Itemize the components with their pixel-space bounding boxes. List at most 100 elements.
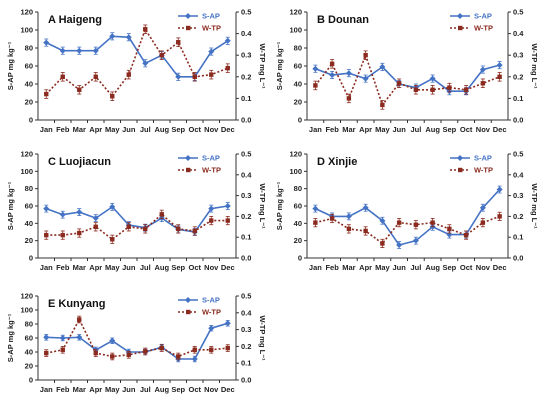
sap-point: [379, 63, 386, 70]
left-tick-label: 40: [25, 348, 33, 357]
x-tick-label: Jan: [309, 125, 322, 134]
x-tick-label: Aug: [425, 263, 440, 272]
x-tick-label: Oct: [188, 125, 201, 134]
sap-point: [479, 204, 486, 211]
sap-point: [92, 215, 99, 222]
x-tick-label: Jun: [392, 263, 406, 272]
left-tick-label: 40: [25, 80, 33, 89]
legend-label: W-TP: [474, 24, 493, 33]
sap-point: [125, 34, 132, 41]
wtp-point: [110, 354, 115, 359]
x-tick-label: Jan: [40, 385, 53, 394]
x-tick-label: Mar: [73, 125, 86, 134]
right-tick-label: 0.0: [513, 254, 523, 263]
right-axis-title: W-TP mg L⁻¹: [258, 315, 267, 361]
x-tick-label: Sep: [442, 125, 456, 134]
x-tick-label: Nov: [204, 263, 219, 272]
right-tick-label: 0.0: [241, 254, 251, 263]
wtp-point: [380, 241, 385, 246]
left-tick-label: 120: [289, 150, 302, 159]
wtp-point: [346, 96, 352, 101]
x-tick-label: Apr: [89, 263, 102, 272]
wtp-point: [110, 94, 115, 99]
panel-title: A Haigeng: [48, 14, 102, 26]
sap-point: [142, 60, 149, 67]
x-tick-label: Jul: [140, 263, 151, 272]
x-tick-label: Apr: [359, 125, 372, 134]
wtp-point: [77, 230, 82, 236]
left-tick-label: 20: [25, 362, 33, 371]
panel-title: B Dounan: [317, 14, 369, 26]
x-tick-label: Sep: [171, 385, 185, 394]
sap-point: [429, 75, 436, 82]
right-tick-label: 0.0: [513, 116, 523, 125]
sap-point: [208, 205, 215, 212]
wtp-series-line: [46, 213, 228, 241]
panel-title: D Xinjie: [317, 156, 357, 168]
wtp-point: [413, 222, 419, 227]
legend-marker: [458, 25, 463, 31]
x-tick-label: Apr: [89, 385, 102, 394]
wtp-point: [430, 87, 435, 92]
sap-series-line: [46, 205, 228, 233]
wtp-point: [126, 224, 131, 229]
wtp-point: [497, 214, 502, 219]
x-tick-label: Feb: [325, 263, 339, 272]
sap-point: [345, 213, 352, 220]
sap-point: [224, 320, 231, 327]
left-tick-label: 0: [29, 376, 33, 385]
x-tick-label: Feb: [56, 263, 70, 272]
wtp-point: [176, 40, 181, 45]
left-tick-label: 20: [294, 98, 302, 107]
legend-label: W-TP: [202, 166, 221, 175]
sap-point: [496, 186, 503, 193]
x-tick-label: Aug: [154, 385, 169, 394]
left-tick-label: 80: [25, 44, 33, 53]
right-tick-label: 0.5: [513, 8, 523, 17]
wtp-point: [126, 352, 131, 357]
sap-series-line: [315, 188, 501, 246]
sap-point: [224, 203, 231, 209]
sap-point: [175, 73, 182, 80]
x-tick-label: Aug: [154, 125, 169, 134]
left-tick-label: 40: [294, 80, 302, 89]
left-axis-title: S-AP mg kg⁻¹: [275, 41, 284, 90]
left-axis-title: S-AP mg kg⁻¹: [275, 181, 284, 230]
wtp-point: [93, 350, 98, 356]
sap-point: [92, 47, 99, 54]
x-tick-label: Dec: [493, 263, 507, 272]
x-tick-label: Nov: [476, 125, 491, 134]
sap-point: [43, 334, 50, 341]
wtp-point: [480, 81, 486, 86]
sap-point: [208, 325, 215, 332]
left-tick-label: 0: [29, 116, 33, 125]
left-tick-label: 60: [294, 202, 302, 211]
wtp-point: [413, 87, 419, 92]
legend-marker: [185, 155, 191, 161]
right-tick-label: 0.5: [241, 150, 251, 159]
x-tick-label: Feb: [325, 125, 339, 134]
wtp-point: [192, 74, 197, 79]
x-tick-label: Dec: [221, 385, 235, 394]
x-tick-label: Nov: [204, 125, 219, 134]
sap-point: [312, 205, 319, 212]
wtp-point: [192, 228, 197, 234]
left-tick-label: 80: [25, 320, 33, 329]
wtp-point: [225, 345, 230, 351]
sap-point: [362, 75, 369, 82]
wtp-point: [463, 87, 469, 92]
wtp-point: [143, 27, 148, 32]
wtp-point: [313, 220, 318, 225]
wtp-point: [209, 347, 214, 352]
left-axis-title: S-AP mg kg⁻¹: [6, 41, 15, 90]
sap-point: [224, 37, 231, 44]
sap-point: [479, 66, 486, 73]
right-tick-label: 0.1: [513, 94, 523, 103]
left-tick-label: 100: [20, 167, 33, 176]
wtp-point: [225, 65, 230, 71]
panel-title: C Luojiacun: [48, 156, 111, 168]
right-tick-label: 0.1: [241, 94, 251, 103]
legend-label: W-TP: [474, 166, 493, 175]
x-tick-label: Dec: [493, 125, 507, 134]
